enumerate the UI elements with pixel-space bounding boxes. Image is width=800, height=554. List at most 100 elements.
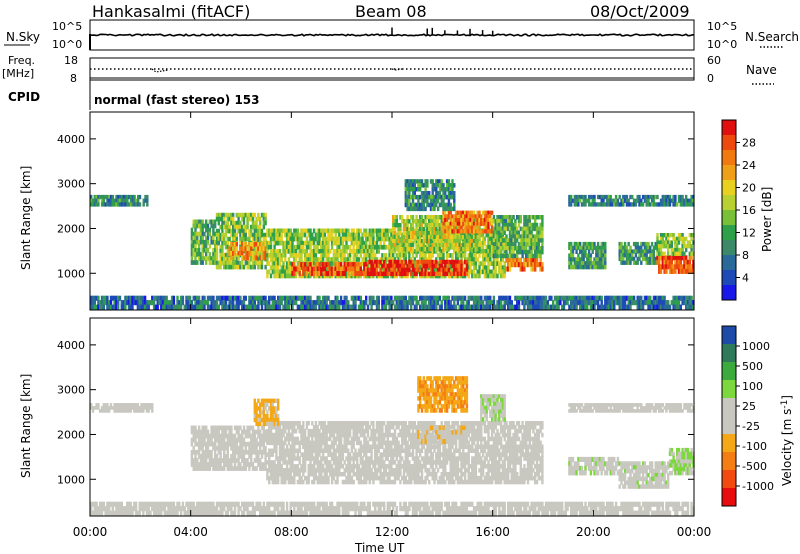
heatmap-cell-2 bbox=[199, 223, 203, 229]
heatmap-cell-13 bbox=[579, 264, 582, 270]
heatmap-cell-3 bbox=[248, 236, 251, 242]
heatmap-cell-0 bbox=[100, 198, 104, 203]
heatmap-cell-5 bbox=[280, 253, 283, 258]
heatmap-cell-12 bbox=[492, 253, 496, 259]
heatmap-cell-13 bbox=[584, 253, 587, 258]
heatmap-cell-8 bbox=[462, 242, 465, 248]
heatmap-cell-13 bbox=[584, 249, 587, 254]
heatmap-cell-2 bbox=[201, 231, 204, 237]
heatmap-cell-3 bbox=[235, 220, 238, 226]
heatmap-cell-10 bbox=[431, 198, 434, 204]
heatmap-cell-1 bbox=[618, 202, 621, 207]
velocity-heatmap bbox=[90, 376, 695, 516]
heatmap-cell-5 bbox=[325, 257, 328, 262]
heatmap-cell-10 bbox=[433, 202, 436, 208]
heatmap-cell-17 bbox=[667, 300, 670, 306]
heatmap-cell-3 bbox=[215, 212, 219, 218]
heatmap-cell-17 bbox=[115, 304, 118, 310]
heatmap-cell-17 bbox=[517, 300, 521, 306]
heatmap-cell-12 bbox=[535, 226, 539, 232]
heatmap-cell-17 bbox=[120, 300, 123, 306]
nsky-line bbox=[89, 33, 695, 37]
heatmap-cell-0 bbox=[144, 194, 147, 200]
heatmap-cell-17 bbox=[431, 300, 434, 306]
heatmap-cell-8 bbox=[438, 238, 442, 244]
heatmap-cell-17 bbox=[458, 304, 461, 310]
heatmap-cell-0 bbox=[120, 406, 123, 410]
heatmap-cell-1 bbox=[679, 406, 682, 410]
heatmap-cell-1 bbox=[611, 403, 614, 407]
heatmap-cell-16 bbox=[661, 236, 664, 241]
heatmap-cell-7 bbox=[454, 271, 458, 277]
heatmap-cell-17 bbox=[404, 300, 407, 306]
heatmap-cell-3 bbox=[233, 220, 237, 226]
heatmap-cell-17 bbox=[566, 300, 569, 306]
heatmap-cell-5 bbox=[498, 265, 501, 271]
heatmap-cell-12 bbox=[534, 222, 537, 228]
heatmap-cell-5 bbox=[366, 253, 370, 258]
heatmap-cell-1 bbox=[600, 198, 603, 203]
heatmap-cell-17 bbox=[645, 300, 648, 306]
heatmap-cell-1 bbox=[676, 406, 679, 410]
heatmap-cell-5 bbox=[339, 257, 343, 262]
heatmap-cell-0 bbox=[97, 198, 100, 203]
heatmap-cell-1 bbox=[645, 202, 648, 207]
heatmap-cell-5 bbox=[390, 232, 393, 238]
heatmap-cell-0 bbox=[143, 403, 147, 407]
heatmap-cell-10 bbox=[449, 206, 452, 212]
heatmap-cell-5 bbox=[284, 265, 287, 271]
heatmap-cell-5 bbox=[334, 232, 337, 238]
heatmap-cell-17 bbox=[593, 304, 596, 310]
heatmap-cell-5 bbox=[303, 240, 307, 246]
heatmap-cell-17 bbox=[636, 304, 639, 310]
heatmap-cell-13 bbox=[587, 241, 591, 247]
heatmap-cell-5 bbox=[284, 273, 287, 279]
heatmap-cell-5 bbox=[271, 269, 274, 275]
heatmap-cell-0 bbox=[91, 406, 95, 410]
heatmap-cell-10 bbox=[426, 194, 429, 200]
heatmap-cell-12 bbox=[501, 246, 505, 251]
heatmap-cell-2 bbox=[194, 433, 197, 439]
heatmap-cell-1 bbox=[605, 403, 609, 407]
heatmap-cell-11 bbox=[535, 257, 539, 263]
heatmap-cell-0 bbox=[124, 194, 127, 200]
heatmap-cell-5 bbox=[462, 265, 465, 271]
heatmap-cell-0 bbox=[99, 409, 102, 413]
heatmap-cell-8 bbox=[440, 219, 443, 224]
heatmap-cell-5 bbox=[359, 236, 362, 242]
heatmap-cell-17 bbox=[266, 300, 269, 306]
heatmap-cell-15 bbox=[677, 264, 681, 270]
heatmap-cell-1 bbox=[577, 403, 580, 407]
heatmap-cell-5 bbox=[327, 228, 330, 234]
heatmap-cell-3 bbox=[223, 252, 226, 258]
heatmap-cell-3 bbox=[253, 220, 256, 226]
heatmap-cell-8 bbox=[467, 246, 470, 252]
heatmap-cell-12 bbox=[523, 230, 526, 235]
heatmap-cell-5 bbox=[300, 240, 303, 246]
heatmap-cell-9 bbox=[449, 214, 452, 219]
heatmap-cell-13 bbox=[575, 264, 578, 270]
heatmap-cell-17 bbox=[399, 300, 402, 306]
heatmap-cell-7 bbox=[444, 271, 447, 277]
heatmap-cell-5 bbox=[348, 269, 352, 275]
heatmap-cell-6 bbox=[357, 266, 361, 272]
heatmap-cell-17 bbox=[323, 300, 327, 306]
heatmap-cell-1 bbox=[679, 194, 682, 200]
heatmap-cell-2 bbox=[212, 248, 215, 253]
heatmap-cell-17 bbox=[232, 300, 235, 306]
heatmap-cell-10 bbox=[420, 198, 424, 204]
heatmap-cell-1 bbox=[607, 409, 611, 413]
heatmap-cell-5 bbox=[277, 273, 280, 279]
heatmap-cell-7 bbox=[406, 263, 409, 269]
nsky-left-tick-top: 10^5 bbox=[52, 20, 82, 33]
heatmap-cell-3 bbox=[221, 244, 224, 250]
heatmap-cell-5 bbox=[305, 253, 309, 258]
heatmap-cell-5 bbox=[266, 257, 269, 262]
heatmap-cell-14 bbox=[622, 253, 625, 258]
heatmap-cell-8 bbox=[420, 231, 424, 236]
heatmap-cell-5 bbox=[501, 265, 505, 271]
heatmap-cell-1 bbox=[593, 403, 596, 407]
heatmap-cell-11 bbox=[530, 257, 533, 263]
heatmap-cell-6 bbox=[298, 271, 301, 277]
